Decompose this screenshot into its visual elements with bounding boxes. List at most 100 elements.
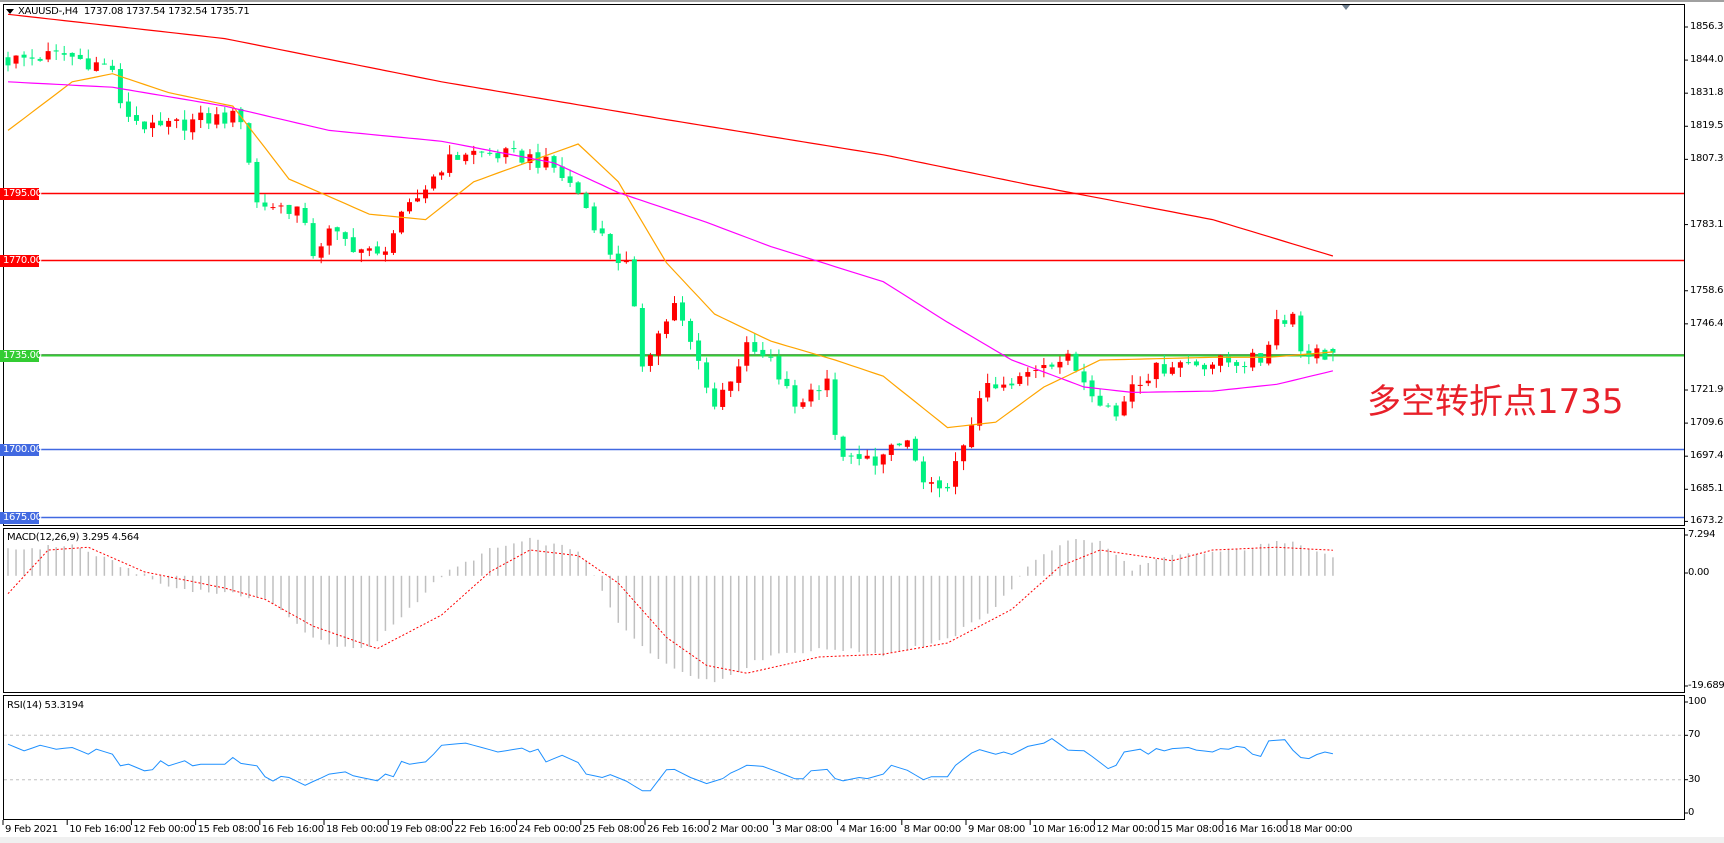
candle-bear	[936, 480, 942, 489]
candle-bear	[37, 58, 43, 61]
time-tick-label: 9 Feb 2021	[5, 824, 58, 835]
time-tick-label: 12 Mar 00:00	[1096, 824, 1160, 835]
candle-bear	[374, 246, 380, 254]
candle-bear	[246, 123, 252, 163]
candle-bear	[551, 156, 557, 168]
candle-bear	[238, 108, 244, 123]
candle-bear	[61, 53, 67, 55]
candle-bull	[174, 119, 180, 121]
time-tick-label: 25 Feb 08:00	[582, 824, 645, 835]
price-tick-label: 1697.40	[1690, 450, 1724, 462]
pivot-annotation: 多空转折点1735	[1367, 382, 1624, 422]
candle-bull	[1177, 362, 1183, 368]
candle-bear	[117, 69, 123, 104]
candle-bull	[543, 156, 549, 168]
candle-bear	[575, 182, 581, 194]
candle-bull	[928, 482, 934, 484]
candle-bear	[1105, 405, 1111, 407]
candle-bull	[471, 150, 477, 155]
candle-bull	[1290, 313, 1296, 325]
candle-bull	[736, 366, 742, 383]
time-tick-label: 18 Mar 00:00	[1289, 824, 1353, 835]
candle-bull	[720, 389, 726, 407]
time-tick-label: 24 Feb 00:00	[518, 824, 581, 835]
candle-bull	[655, 333, 661, 356]
chart-title: XAUUSD-,H4 1737.08 1737.54 1732.54 1735.…	[6, 6, 250, 17]
price-tick-label: 1685.15	[1690, 483, 1724, 495]
macd-tick-label: 0.00	[1688, 567, 1710, 578]
candle-bear	[334, 227, 340, 232]
candle-bull	[1057, 361, 1063, 368]
candle-bull	[961, 445, 967, 462]
candle-bull	[1169, 367, 1175, 374]
candle-bull	[744, 342, 750, 366]
time-tick-label: 10 Feb 16:00	[69, 824, 132, 835]
candle-bull	[463, 154, 469, 162]
candle-bear	[1185, 362, 1191, 364]
candles	[5, 42, 1336, 498]
candle-bull	[190, 119, 196, 133]
candle-bear	[1049, 364, 1055, 367]
candle-bear	[262, 202, 268, 207]
candle-bull	[198, 112, 204, 121]
price-tick-label: 1831.80	[1690, 87, 1724, 99]
candle-bear	[591, 206, 597, 231]
candle-bull	[880, 454, 886, 465]
candle-bear	[495, 153, 501, 159]
window-bottom-border	[0, 837, 1724, 843]
candle-bear	[1258, 353, 1264, 363]
candle-bear	[688, 320, 694, 342]
macd-panel-frame	[3, 528, 1685, 693]
candle-bear	[286, 204, 292, 214]
candle-bear	[704, 362, 710, 388]
candle-bull	[318, 246, 324, 258]
time-tick-label: 3 Mar 08:00	[775, 824, 833, 835]
candle-bull	[1145, 380, 1151, 384]
candle-bear	[125, 101, 131, 117]
price-tick-label: 1758.65	[1690, 284, 1724, 296]
price-tick-label: 1844.05	[1690, 54, 1724, 66]
macd-signal-line	[7, 546, 1333, 674]
price-tick-label: 1673.25	[1690, 515, 1724, 527]
time-tick-label: 12 Feb 00:00	[133, 824, 196, 835]
dropdown-triangle-icon[interactable]	[6, 8, 14, 14]
candle-bear	[583, 193, 589, 209]
candle-bull	[230, 110, 236, 123]
candle-bull	[1041, 365, 1047, 369]
price-tick-label: 1746.40	[1690, 317, 1724, 329]
macd-histogram	[7, 537, 1334, 683]
candle-bear	[85, 58, 91, 70]
rsi-label: RSI(14) 53.3194	[7, 700, 84, 711]
candle-bear	[816, 390, 822, 392]
candle-bull	[93, 62, 99, 71]
level-price-tag: 1675.00	[0, 511, 42, 524]
candle-bear	[487, 152, 493, 154]
candle-bull	[1001, 384, 1007, 388]
candle-bull	[1033, 369, 1039, 371]
candle-bull	[1065, 353, 1071, 361]
time-tick-label: 8 Mar 00:00	[903, 824, 961, 835]
candle-bear	[920, 461, 926, 483]
candle-bear	[696, 340, 702, 361]
candle-bear	[631, 259, 637, 307]
candle-bull	[671, 303, 677, 321]
time-tick-label: 9 Mar 08:00	[968, 824, 1026, 835]
candle-bear	[607, 234, 613, 255]
candle-bear	[1282, 320, 1288, 324]
rsi-line	[7, 738, 1334, 792]
candle-bull	[503, 148, 509, 158]
candle-bear	[784, 378, 790, 387]
macd-tick-label: 7.294	[1688, 529, 1716, 540]
level-price-tag: 1770.00	[0, 254, 42, 267]
candle-bear	[1113, 405, 1119, 417]
candle-bull	[904, 440, 910, 447]
time-tick-label: 16 Mar 16:00	[1224, 824, 1288, 835]
candle-bear	[1097, 395, 1103, 406]
moving-average-line	[7, 81, 1334, 394]
candle-bull	[1218, 355, 1224, 366]
candle-bear	[599, 228, 605, 234]
rsi-tick-label: 0	[1688, 807, 1695, 818]
price-tick-label: 1807.30	[1690, 153, 1724, 165]
macd-tick-label: -19.689	[1688, 680, 1724, 691]
